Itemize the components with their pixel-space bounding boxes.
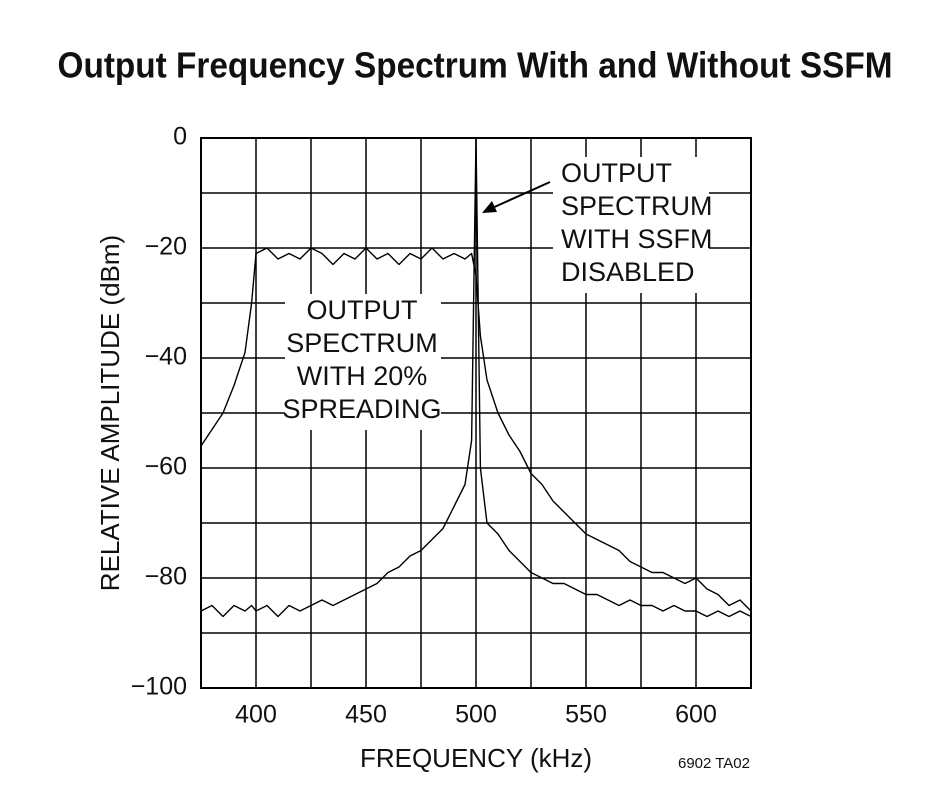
- chart-title: Output Frequency Spectrum With and Witho…: [58, 45, 893, 86]
- y-tick-label: −100: [131, 673, 187, 701]
- plot-frame: [200, 137, 752, 689]
- arrow: [489, 181, 551, 210]
- plot: [200, 137, 752, 618]
- annotation-line: SPECTRUM: [286, 328, 438, 358]
- x-tick-label: 450: [345, 701, 387, 729]
- x-tick-label: 500: [455, 701, 497, 729]
- y-tick-label: −20: [145, 233, 187, 261]
- y-tick-label: −40: [145, 343, 187, 371]
- arrow-head: [482, 201, 497, 213]
- series-line: [200, 137, 752, 618]
- annotation-line: DISABLED: [561, 257, 695, 287]
- x-tick-label: 400: [235, 701, 277, 729]
- annotation-line: WITH SSFM: [561, 224, 712, 254]
- footnote: 6902 TA02: [678, 755, 750, 772]
- y-axis-label: RELATIVE AMPLITUDE (dBm): [95, 235, 125, 591]
- annotation-line: WITH 20%: [297, 361, 428, 391]
- annotation-line: SPECTRUM: [561, 191, 713, 221]
- annotation-line: OUTPUT: [561, 158, 672, 188]
- y-tick-label: −80: [145, 563, 187, 591]
- annotation-bg: [285, 294, 441, 430]
- x-tick-label: 550: [565, 701, 607, 729]
- x-axis-label: FREQUENCY (kHz): [360, 743, 592, 773]
- x-tick-label: 600: [675, 701, 717, 729]
- annotation-line: OUTPUT: [307, 295, 418, 325]
- annotation-bg: [553, 157, 709, 293]
- y-tick-label: 0: [173, 123, 187, 151]
- annotation-line: SPREADING: [282, 394, 441, 424]
- y-tick-label: −60: [145, 453, 187, 481]
